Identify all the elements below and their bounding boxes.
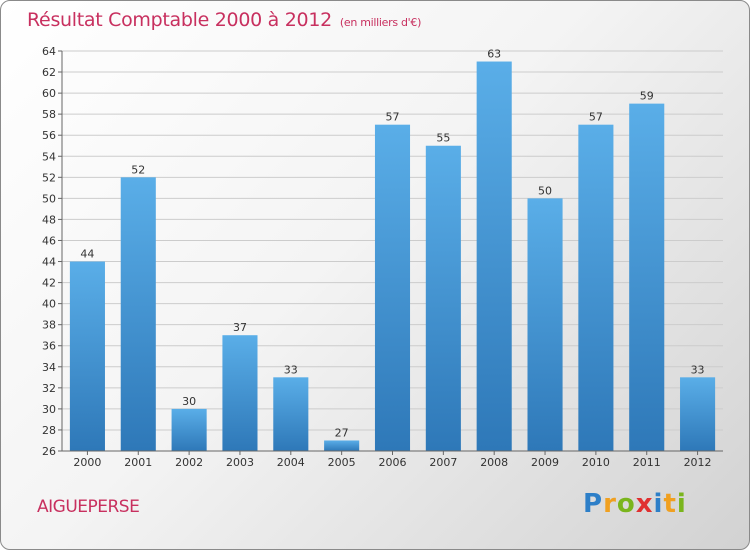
bar-value-label: 44 [80,248,94,261]
x-tick-label: 2005 [328,456,356,469]
x-tick-label: 2009 [531,456,559,469]
y-tick-label: 48 [42,213,56,226]
y-tick-label: 64 [42,45,56,58]
bar-value-label: 37 [233,321,247,334]
bar-2011 [629,103,665,451]
logo-letter: t [663,489,677,519]
y-tick-label: 32 [42,382,56,395]
y-tick-label: 38 [42,319,56,332]
x-tick-label: 2007 [429,456,457,469]
labels: 26 28 30 32 34 36 38 40 42 44 46 48 50 52 54 56 58 60 62 64… [42,45,712,469]
chart-title: Résultat Comptable 2000 à 2012 (en millie… [27,9,421,31]
bar-2004 [273,377,309,451]
bar-2008 [476,61,512,452]
y-tick-label: 52 [42,171,56,184]
bar-value-label: 27 [335,426,349,439]
bar-value-label: 30 [182,395,196,408]
bar-value-label: 57 [589,111,603,124]
x-tick-label: 2010 [582,456,610,469]
bar-2006 [374,124,411,452]
bar-value-label: 52 [131,163,145,176]
bar-2003 [222,335,258,451]
x-tick-label: 2004 [277,456,305,469]
bar-2010 [578,124,614,452]
y-tick-label: 26 [42,445,56,458]
bar-2009 [527,198,563,451]
chart-unit-note: (en milliers d'€) [339,16,422,29]
proxiti-logo: Proxiti [583,489,687,519]
y-tick-label: 56 [42,129,56,142]
y-tick-label: 50 [42,192,56,205]
x-tick-label: 2006 [379,456,407,469]
logo-letter: i [676,489,687,519]
y-tick-label: 40 [42,298,56,311]
bar-value-label: 50 [538,184,552,197]
x-tick-label: 2003 [226,456,254,469]
x-tick-label: 2011 [633,456,661,469]
x-tick-label: 2000 [73,456,101,469]
x-tick-label: 2008 [480,456,508,469]
bar-value-label: 59 [640,90,654,103]
axes [58,50,723,455]
commune-name: AIGUEPERSE [37,497,140,517]
y-tick-label: 30 [42,403,56,416]
bar-2005 [324,440,360,451]
chart-title-text: Résultat Comptable 2000 à 2012 [27,9,332,31]
logo-letter: i [653,489,664,519]
y-tick-label: 28 [42,424,56,437]
bar-2007 [425,145,461,451]
logo-letter: o [616,489,636,519]
bar-2002 [171,408,207,451]
bar-2001 [120,177,156,451]
x-tick-label: 2002 [175,456,203,469]
x-tick-label: 2012 [684,456,712,469]
bar-2012 [680,377,716,451]
y-tick-label: 36 [42,340,56,353]
bar-value-label: 33 [284,363,298,376]
bar-value-label: 33 [691,363,705,376]
y-tick-label: 62 [42,66,56,79]
y-tick-label: 46 [42,234,56,247]
y-tick-label: 60 [42,87,56,100]
bars [69,61,716,452]
bar-value-label: 63 [487,48,501,61]
y-tick-label: 42 [42,277,56,290]
x-tick-label: 2001 [124,456,152,469]
logo-letter: x [635,489,654,519]
logo-letter: r [603,489,617,519]
bar-value-label: 57 [386,111,400,124]
bar-value-label: 55 [436,132,450,145]
y-tick-label: 34 [42,361,56,374]
y-tick-label: 44 [42,256,56,269]
y-tick-label: 54 [42,150,56,163]
y-tick-label: 58 [42,108,56,121]
bar-2000 [69,261,105,451]
logo-letter: P [583,489,604,519]
